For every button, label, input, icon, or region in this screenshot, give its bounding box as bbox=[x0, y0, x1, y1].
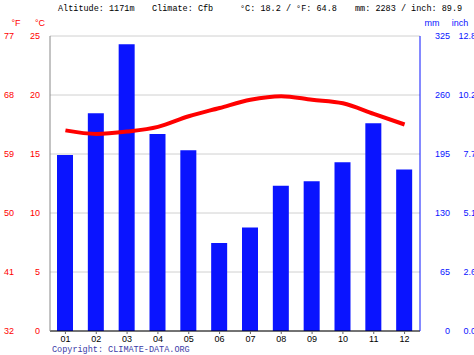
svg-text:2.6: 2.6 bbox=[463, 267, 466, 277]
svg-text:03: 03 bbox=[122, 334, 132, 344]
svg-text:0: 0 bbox=[35, 326, 40, 336]
svg-text:Climate: Cfb: Climate: Cfb bbox=[152, 4, 213, 14]
svg-text:06: 06 bbox=[215, 334, 225, 344]
svg-text:12.8: 12.8 bbox=[458, 31, 466, 41]
svg-text:59: 59 bbox=[8, 149, 14, 159]
svg-text:05: 05 bbox=[184, 334, 194, 344]
svg-text:5.1: 5.1 bbox=[463, 208, 466, 218]
svg-text:15: 15 bbox=[30, 149, 40, 159]
svg-text:Copyright: CLIMATE-DATA.ORG: Copyright: CLIMATE-DATA.ORG bbox=[52, 345, 190, 355]
svg-text:32: 32 bbox=[8, 326, 14, 336]
svg-text:Altitude: 1171m: Altitude: 1171m bbox=[58, 4, 135, 14]
svg-text:mm: mm bbox=[425, 18, 440, 28]
svg-text:inch: inch bbox=[452, 18, 466, 28]
svg-text:0: 0 bbox=[445, 326, 450, 336]
svg-text:25: 25 bbox=[30, 31, 40, 41]
svg-text:04: 04 bbox=[153, 334, 163, 344]
svg-text:195: 195 bbox=[435, 149, 450, 159]
svg-text:10: 10 bbox=[30, 208, 40, 218]
svg-text:12: 12 bbox=[400, 334, 410, 344]
svg-text:0.0: 0.0 bbox=[463, 326, 466, 336]
svg-text:01: 01 bbox=[60, 334, 70, 344]
svg-text:07: 07 bbox=[245, 334, 255, 344]
svg-text:7.7: 7.7 bbox=[463, 149, 466, 159]
svg-text:50: 50 bbox=[8, 208, 14, 218]
svg-text:10: 10 bbox=[338, 334, 348, 344]
svg-text:02: 02 bbox=[91, 334, 101, 344]
svg-text:260: 260 bbox=[435, 90, 450, 100]
svg-text:68: 68 bbox=[8, 90, 14, 100]
svg-text:77: 77 bbox=[8, 31, 14, 41]
svg-text:°F: °F bbox=[11, 18, 21, 28]
svg-text:11: 11 bbox=[369, 334, 378, 344]
svg-text:08: 08 bbox=[276, 334, 286, 344]
svg-text:09: 09 bbox=[307, 334, 317, 344]
svg-text:°C: °C bbox=[35, 18, 46, 28]
svg-text:130: 130 bbox=[435, 208, 450, 218]
svg-text:5: 5 bbox=[35, 267, 40, 277]
svg-text:mm: 2283 / inch: 89.9: mm: 2283 / inch: 89.9 bbox=[355, 4, 462, 14]
svg-text:325: 325 bbox=[435, 31, 450, 41]
svg-text:20: 20 bbox=[30, 90, 40, 100]
svg-text:°C: 18.2 / °F: 64.8: °C: 18.2 / °F: 64.8 bbox=[240, 4, 337, 14]
svg-text:10.2: 10.2 bbox=[458, 90, 466, 100]
svg-text:41: 41 bbox=[8, 267, 14, 277]
svg-text:65: 65 bbox=[440, 267, 450, 277]
